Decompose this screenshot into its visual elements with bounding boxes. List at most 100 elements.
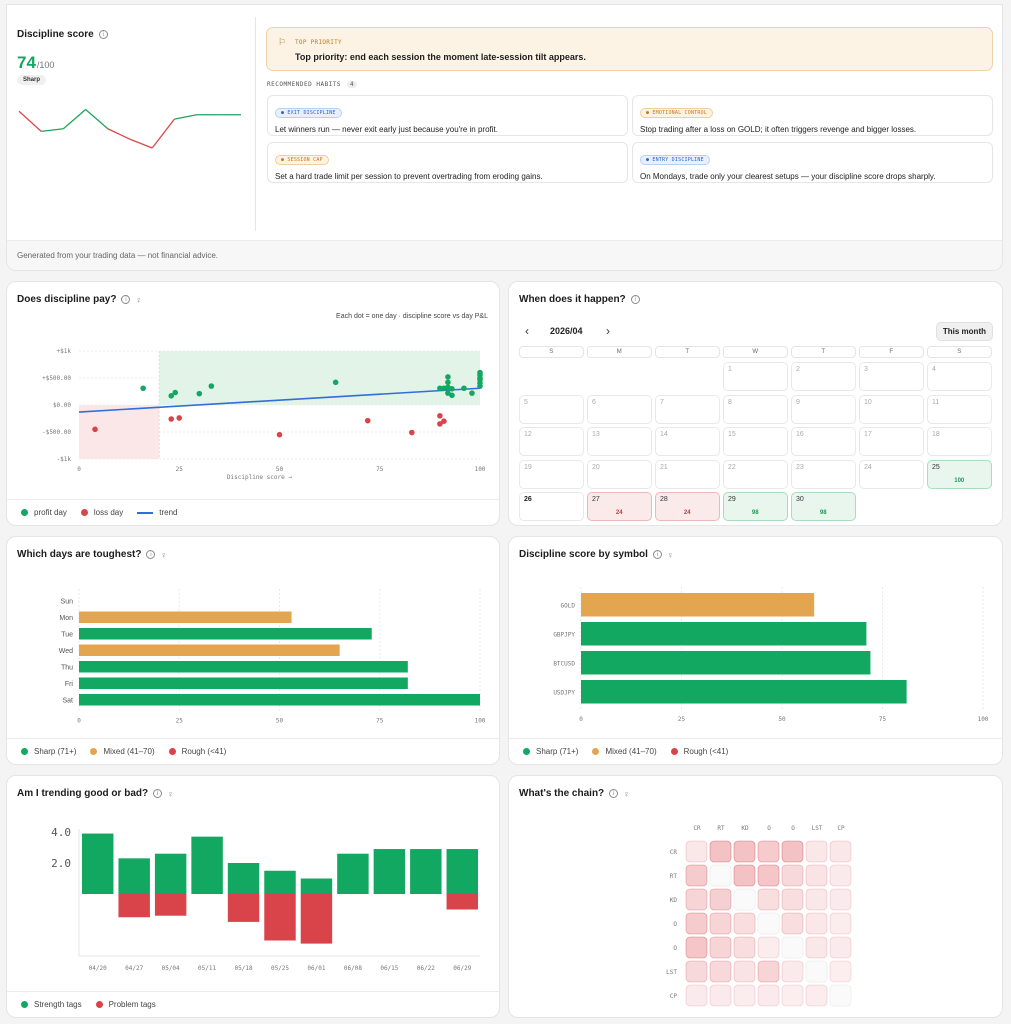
heatmap-cell [805,984,828,1007]
weekday-header: S [519,346,584,358]
heatmap-cell [805,912,828,935]
trend-card: Am I trending good or bad? i ♀ 4.0 2.0 04/… [6,775,500,1018]
calendar-day[interactable]: 8 [723,394,788,424]
bar [79,677,408,689]
info-icon[interactable]: i [609,789,619,798]
calendar-day[interactable]: 11 [927,394,992,424]
heatmap-cell [805,864,828,887]
calendar-day[interactable]: 23 [791,459,856,489]
day-number: 12 [524,431,532,438]
profit-day-point [449,392,455,399]
card-title: When does it happen? i [519,294,640,305]
legend-label: loss day [93,508,124,517]
habit-card-session[interactable]: ● SESSION CAP Set a hard trade limit per… [267,142,628,183]
strength-bar [300,878,333,894]
info-icon[interactable]: i [146,550,156,559]
top-priority-label: TOP PRIORITY [295,39,342,46]
sparkline-segment [107,128,131,140]
calendar-day[interactable]: 22 [723,459,788,489]
habit-text: Stop trading after a loss on GOLD; it of… [640,125,917,134]
row-label: CR [670,849,678,856]
prev-month-button[interactable]: ‹ [525,324,529,338]
habits-header: RECOMMENDED HABITS 4 [267,81,358,88]
heatmap-cell [709,840,732,863]
x-tick-label: 50 [276,466,284,473]
info-icon[interactable]: i [121,295,131,304]
profit-day-point [445,379,451,386]
legend-label: Sharp (71+) [34,747,77,756]
green-dot-icon [21,1001,28,1008]
info-icon[interactable]: i [153,789,163,798]
heatmap-cell [709,960,732,983]
x-tick-label: 25 [678,716,686,723]
calendar-day[interactable]: 24 [859,459,924,489]
calendar-day[interactable]: 12 [519,427,584,456]
top-priority-text: Top priority: end each session the momen… [295,52,586,62]
day-number: 28 [660,496,668,503]
calendar-day[interactable]: 17 [859,427,924,456]
calendar-day[interactable]: 9 [791,394,856,424]
profit-day-point [332,379,339,386]
strength-bar [373,849,406,894]
lightbulb-icon[interactable]: ♀ [666,549,674,560]
calendar-day[interactable]: 7 [655,394,720,424]
card-title-text: Which days are toughest? [17,549,142,560]
bar [79,644,340,656]
red-dot-icon [80,509,88,516]
green-dot-icon [523,748,530,755]
info-icon[interactable]: i [652,550,662,559]
calendar-day[interactable]: 27 24 [587,492,652,521]
calendar-day[interactable]: 16 [791,427,856,456]
symbol-score-card: Discipline score by symbol i ♀ 0 25 50 75 10… [508,536,1003,765]
calendar-day[interactable]: 10 [859,394,924,424]
x-tick-label: 50 [276,718,284,725]
lightbulb-icon[interactable]: ♀ [167,788,174,799]
calendar-day[interactable]: 26 [519,492,584,521]
column-label: CR [693,825,701,832]
x-tick-label: 05/25 [271,965,289,972]
orange-dot-icon [592,748,600,755]
next-month-button[interactable]: › [606,324,610,338]
calendar-day[interactable]: 6 [587,394,652,424]
heatmap-cell [781,888,804,911]
habit-tag: ● EXIT DISCIPLINE [275,108,342,118]
calendar-day[interactable]: 21 [655,459,720,489]
day-number: 21 [660,463,668,471]
habit-card-entry[interactable]: ● ENTRY DISCIPLINE On Mondays, trade onl… [632,142,993,183]
score-number: 74 [17,53,36,72]
row-label: O [673,921,677,928]
calendar-day[interactable]: 5 [519,394,584,424]
habit-card-exit[interactable]: ● EXIT DISCIPLINE Let winners run — neve… [267,95,628,136]
profit-day-point [461,385,467,392]
day-number: 6 [592,398,596,406]
day-number: 5 [524,398,528,406]
calendar-day[interactable]: 28 24 [655,492,720,521]
calendar-day[interactable]: 1 [723,362,788,391]
calendar-day[interactable]: 30 98 [791,492,856,521]
calendar-day[interactable]: 14 [655,427,720,456]
calendar-day[interactable]: 3 [859,362,924,391]
trend-line [78,387,481,413]
info-icon[interactable]: i [630,295,640,304]
calendar-day[interactable]: 25 100 [927,459,992,489]
this-month-button[interactable]: This month [935,322,993,341]
calendar-day[interactable]: 2 [791,362,856,391]
calendar-day[interactable]: 4 [927,362,992,391]
red-dot-icon [670,748,678,755]
info-icon[interactable]: i [98,30,108,39]
calendar-day[interactable]: 13 [587,427,652,456]
day-number: 7 [660,398,664,406]
legend-mixed: Mixed (41–70) [90,747,155,756]
problem-bar [264,894,296,941]
category-label: Mon [59,615,73,622]
lightbulb-icon[interactable]: ♀ [623,788,630,799]
calendar-day[interactable]: 29 98 [723,492,788,521]
calendar-day[interactable]: 18 [927,427,992,456]
calendar-day[interactable]: 20 [587,459,652,489]
lightbulb-icon[interactable]: ♀ [160,549,168,560]
legend-trend: trend [137,508,178,517]
calendar-day[interactable]: 19 [519,459,584,489]
calendar-day[interactable]: 15 [723,427,788,456]
habit-card-emotional[interactable]: ● EMOTIONAL CONTROL Stop trading after a… [632,95,993,136]
lightbulb-icon[interactable]: ♀ [135,294,143,305]
